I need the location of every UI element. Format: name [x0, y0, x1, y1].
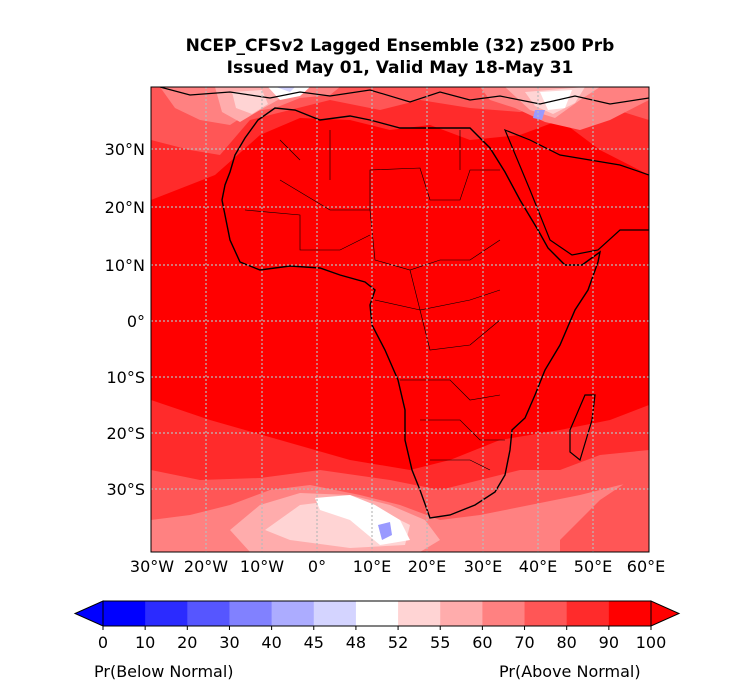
lat-label-10s: 10°S: [106, 368, 145, 387]
probability-field: [151, 87, 649, 552]
colorbar-segment: [271, 601, 315, 626]
lon-label-10w: 10°W: [240, 557, 284, 576]
field-45-48-nw: [276, 87, 295, 92]
lon-label-20e: 20°E: [408, 557, 446, 576]
colorbar-tick-label: 0: [98, 633, 108, 652]
colorbar: 0 10 20 30 40 45 48 52 55 60 70 80 90 100: [73, 600, 681, 652]
lon-label-60e: 60°E: [627, 557, 665, 576]
country-borders: [244, 130, 505, 471]
colorbar-segment: [482, 601, 526, 626]
field-30-40-ne: [533, 110, 545, 120]
colorbar-extend-low: [73, 600, 104, 627]
lon-label-20w: 20°W: [184, 557, 228, 576]
colorbar-extend-high: [650, 600, 681, 627]
colorbar-tick-label: 40: [261, 633, 281, 652]
colorbar-segment: [608, 601, 652, 626]
colorbar-segment: [440, 601, 483, 626]
colorbar-tick-label: 30: [219, 633, 239, 652]
lon-label-40e: 40°E: [519, 557, 557, 576]
colorbar-tick-label: 55: [430, 633, 450, 652]
colorbar-segment: [398, 601, 441, 626]
lat-label-10n: 10°N: [105, 256, 145, 275]
colorbar-tick-label: 10: [135, 633, 155, 652]
colorbar-tick-label: 70: [514, 633, 534, 652]
map-title-line2: Issued May 01, Valid May 18-May 31: [226, 58, 574, 78]
colorbar-tick-label: 90: [599, 633, 619, 652]
europe-coastline: [159, 87, 649, 105]
colorbar-segment: [566, 601, 610, 626]
colorbar-segment: [524, 601, 568, 626]
colorbar-segment: [313, 601, 357, 626]
lat-labels: 30°N 20°N 10°N 0° 10°S 20°S 30°S: [105, 140, 145, 499]
field-70-80-se: [560, 475, 649, 552]
map-frame: [150, 86, 650, 553]
colorbar-segment: [355, 601, 399, 626]
colorbar-tick-label: 45: [304, 633, 324, 652]
field-30-40-south: [378, 522, 392, 540]
gridlines: [151, 87, 649, 552]
colorbar-segment: [229, 601, 273, 626]
lat-label-20n: 20°N: [105, 198, 145, 217]
map-title-line1: NCEP_CFSv2 Lagged Ensemble (32) z500 Prb: [185, 36, 615, 56]
lon-label-30w: 30°W: [130, 557, 174, 576]
madagascar-coastline: [569, 394, 596, 462]
colorbar-tick-label: 52: [388, 633, 408, 652]
lat-label-30n: 30°N: [105, 140, 145, 159]
lon-label-0: 0°: [308, 557, 326, 576]
lon-label-30e: 30°E: [464, 557, 502, 576]
colorbar-right-label: Pr(Above Normal): [499, 662, 641, 681]
colorbar-segment: [187, 601, 230, 626]
colorbar-tick-label: 20: [177, 633, 197, 652]
lat-label-30s: 30°S: [106, 480, 145, 499]
colorbar-segment: [103, 601, 146, 626]
colorbar-frame: [102, 600, 652, 627]
field-80-90-north: [151, 87, 649, 200]
colorbar-tick-label: 100: [636, 633, 667, 652]
colorbar-tick-label: 80: [557, 633, 577, 652]
lat-label-20s: 20°S: [106, 424, 145, 443]
lon-label-10e: 10°E: [353, 557, 391, 576]
lat-label-0: 0°: [127, 312, 145, 331]
colorbar-tick-label: 60: [472, 633, 492, 652]
arabia-coastline: [503, 128, 649, 256]
colorbar-left-label: Pr(Below Normal): [94, 662, 234, 681]
colorbar-tick-label: 48: [346, 633, 366, 652]
colorbar-segment: [145, 601, 188, 626]
lon-labels: 30°W 20°W 10°W 0° 10°E 20°E 30°E 40°E 50…: [130, 557, 665, 576]
lon-label-50e: 50°E: [574, 557, 612, 576]
